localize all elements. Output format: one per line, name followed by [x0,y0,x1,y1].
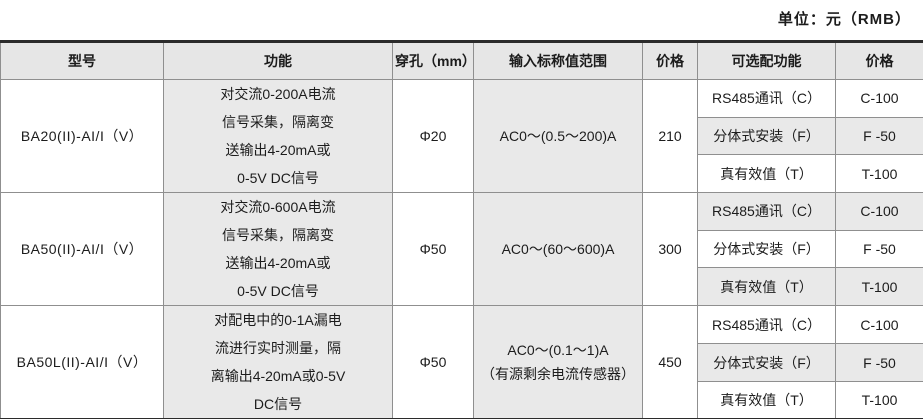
range-cell: AC0～(0.5～200)A [473,79,643,193]
option-price-cell: F -50 [835,343,923,382]
table-header-row: 型号 功能 穿孔（mm） 输入标称值范围 价格 可选配功能 价格 [0,41,923,80]
option-name-cell: 真有效值（T） [697,381,836,419]
table-row: 分体式安装（F） F -50 [1,229,923,269]
hole-cell: Φ50 [392,305,474,419]
header-function: 功能 [163,41,393,80]
table-row: BA20(II)-AI/I（V） 对交流0-200A电流 信号采集，隔离变 送输… [0,79,923,193]
table-row: BA50(II)-AI/I（V） 对交流0-600A电流 信号采集，隔离变 送输… [0,192,923,306]
header-range: 输入标称值范围 [473,41,643,80]
model-cell: BA50L(II)-AI/I（V） [0,305,164,419]
table-row: 真有效值（T） T-100 [1,154,923,193]
header-price: 价格 [642,41,698,80]
model-cell: BA20(II)-AI/I（V） [0,79,164,193]
option-price-cell: C-100 [835,79,923,118]
product-price-table: 型号 功能 穿孔（mm） 输入标称值范围 价格 可选配功能 价格 BA20(II… [0,40,923,419]
option-name-cell: 分体式安装（F） [697,343,836,382]
option-price-cell: T-100 [835,154,923,193]
option-name-cell: RS485通讯（C） [697,192,836,231]
option-price-cell: C-100 [835,305,923,344]
option-price-cell: T-100 [835,381,923,419]
option-name-cell: RS485通讯（C） [697,305,836,344]
option-name-cell: 真有效值（T） [697,154,836,193]
range-cell: AC0～(60～600)A [473,192,643,306]
header-model: 型号 [0,41,164,80]
header-hole: 穿孔（mm） [392,41,474,80]
table-row: 真有效值（T） T-100 [1,381,923,419]
option-price-cell: C-100 [835,192,923,231]
function-cell: 对配电中的0-1A漏电 流进行实时测量，隔 离输出4-20mA或0-5V DC信… [163,305,393,419]
option-name-cell: 分体式安装（F） [697,229,836,269]
header-optional-price: 价格 [835,41,923,80]
function-cell: 对交流0-200A电流 信号采集，隔离变 送输出4-20mA或 0-5V DC信… [163,79,393,193]
function-cell: 对交流0-600A电流 信号采集，隔离变 送输出4-20mA或 0-5V DC信… [163,192,393,306]
option-name-cell: RS485通讯（C） [697,79,836,118]
option-price-cell: F -50 [835,116,923,156]
hole-cell: Φ50 [392,192,474,306]
option-name-cell: 真有效值（T） [697,267,836,306]
range-cell: AC0～(0.1～1)A （有源剩余电流传感器） [473,305,643,419]
price-cell: 450 [642,305,698,419]
hole-cell: Φ20 [392,79,474,193]
option-price-cell: F -50 [835,229,923,269]
price-cell: 210 [642,79,698,193]
table-row: 分体式安装（F） F -50 [1,343,923,382]
option-price-cell: T-100 [835,267,923,306]
table-row: BA50L(II)-AI/I（V） 对配电中的0-1A漏电 流进行实时测量，隔 … [0,305,923,419]
price-cell: 300 [642,192,698,306]
option-name-cell: 分体式安装（F） [697,116,836,156]
header-optional: 可选配功能 [697,41,836,80]
table-row: 真有效值（T） T-100 [1,267,923,306]
model-cell: BA50(II)-AI/I（V） [0,192,164,306]
unit-label: 单位：元（RMB） [777,11,911,28]
